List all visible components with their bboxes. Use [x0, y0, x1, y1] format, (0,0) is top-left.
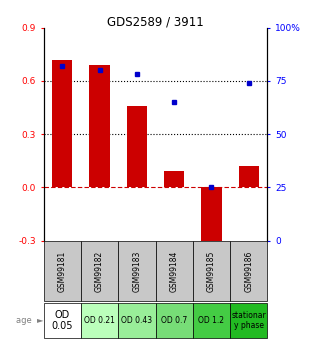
- Text: OD 0.21: OD 0.21: [84, 316, 115, 325]
- Text: GSM99184: GSM99184: [170, 250, 179, 292]
- Text: GSM99183: GSM99183: [132, 250, 141, 292]
- Bar: [44, 303, 81, 338]
- Bar: [81, 241, 118, 301]
- Bar: [156, 303, 193, 338]
- Bar: [230, 241, 267, 301]
- Bar: [81, 303, 118, 338]
- Bar: [239, 166, 259, 187]
- Bar: [89, 65, 110, 187]
- Bar: [127, 106, 147, 187]
- Text: GSM99186: GSM99186: [244, 250, 253, 292]
- Bar: [118, 303, 156, 338]
- Bar: [193, 303, 230, 338]
- Text: OD
0.05: OD 0.05: [51, 310, 73, 331]
- Bar: [156, 241, 193, 301]
- Text: GSM99185: GSM99185: [207, 250, 216, 292]
- Text: GSM99182: GSM99182: [95, 250, 104, 292]
- Bar: [230, 303, 267, 338]
- Bar: [118, 241, 156, 301]
- Text: GDS2589 / 3911: GDS2589 / 3911: [107, 16, 204, 29]
- Text: OD 0.7: OD 0.7: [161, 316, 187, 325]
- Text: stationar
y phase: stationar y phase: [231, 311, 266, 330]
- Text: OD 1.2: OD 1.2: [198, 316, 225, 325]
- Text: age  ►: age ►: [16, 316, 44, 325]
- Bar: [164, 171, 184, 187]
- Text: OD 0.43: OD 0.43: [121, 316, 152, 325]
- Bar: [193, 241, 230, 301]
- Bar: [52, 60, 72, 187]
- Bar: [44, 241, 81, 301]
- Text: GSM99181: GSM99181: [58, 250, 67, 292]
- Bar: [201, 187, 222, 244]
